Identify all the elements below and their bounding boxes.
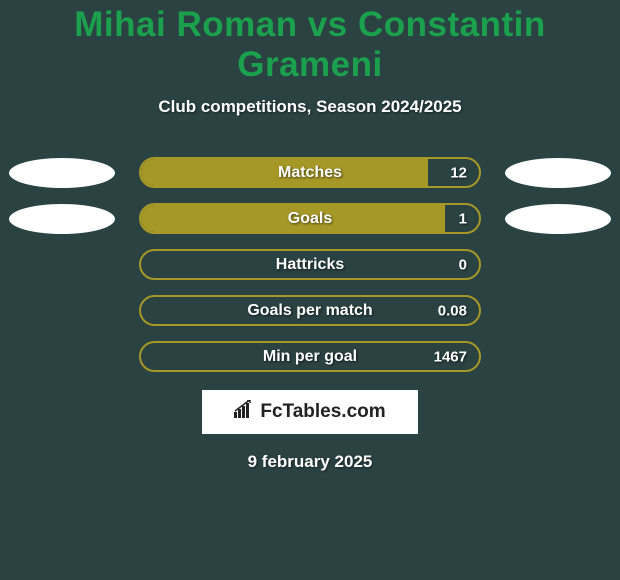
stat-label: Hattricks	[276, 256, 344, 274]
logo-text: FcTables.com	[260, 401, 385, 423]
stat-row: Goals per match 0.08	[0, 295, 620, 326]
stat-value: 0	[459, 256, 467, 273]
stat-row: Hattricks 0	[0, 249, 620, 280]
logo-box[interactable]: FcTables.com	[202, 390, 418, 434]
left-ellipse	[9, 158, 115, 188]
logo: FcTables.com	[234, 400, 385, 424]
stat-label: Goals per match	[247, 302, 372, 320]
stat-row: Goals 1	[0, 203, 620, 234]
comparison-widget: Mihai Roman vs Constantin Grameni Club c…	[0, 0, 620, 472]
right-ellipse	[505, 204, 611, 234]
stat-row: Min per goal 1467	[0, 341, 620, 372]
date-label: 9 february 2025	[0, 452, 620, 472]
stat-value: 0.08	[438, 302, 467, 319]
stat-value: 12	[450, 164, 467, 181]
stat-bar: Min per goal 1467	[139, 341, 481, 372]
page-title: Mihai Roman vs Constantin Grameni	[0, 5, 620, 85]
stat-row: Matches 12	[0, 157, 620, 188]
stat-bar: Matches 12	[139, 157, 481, 188]
stat-label: Min per goal	[263, 348, 357, 366]
bars-icon	[234, 400, 256, 424]
stat-bar: Hattricks 0	[139, 249, 481, 280]
right-ellipse	[505, 158, 611, 188]
stat-label: Matches	[278, 164, 342, 182]
subtitle: Club competitions, Season 2024/2025	[0, 97, 620, 117]
stat-label: Goals	[288, 210, 332, 228]
stat-value: 1	[459, 210, 467, 227]
left-ellipse	[9, 204, 115, 234]
stat-bar: Goals 1	[139, 203, 481, 234]
stat-bar: Goals per match 0.08	[139, 295, 481, 326]
stat-rows: Matches 12 Goals 1 Hattricks 0 Goals per match…	[0, 157, 620, 372]
stat-value: 1467	[434, 348, 467, 365]
